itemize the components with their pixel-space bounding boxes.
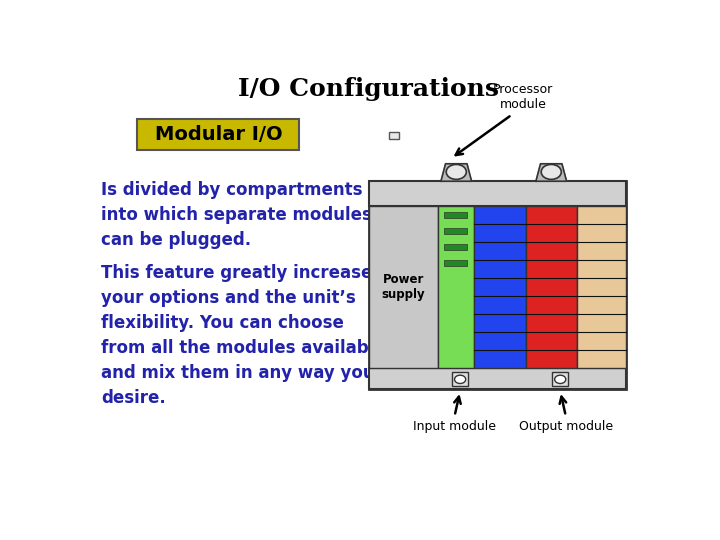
Bar [444, 212, 467, 218]
Text: Modular I/O: Modular I/O [155, 125, 282, 144]
Text: Input module: Input module [413, 420, 496, 433]
Bar [389, 132, 399, 139]
Circle shape [554, 375, 566, 383]
Bar [474, 206, 526, 368]
Polygon shape [536, 164, 567, 181]
Bar [369, 368, 626, 389]
FancyBboxPatch shape [138, 119, 300, 150]
Bar [369, 181, 626, 206]
Circle shape [541, 164, 562, 179]
Text: Output module: Output module [518, 420, 613, 433]
Bar [369, 206, 438, 368]
Bar [369, 181, 626, 389]
Circle shape [454, 375, 466, 383]
Text: I/O Configurations: I/O Configurations [238, 77, 500, 102]
Polygon shape [441, 164, 472, 181]
Bar [552, 373, 568, 386]
Bar [577, 206, 626, 368]
Bar [452, 373, 468, 386]
Bar [526, 206, 577, 368]
Text: Power
supply: Power supply [382, 273, 426, 301]
Bar [444, 260, 467, 266]
Circle shape [446, 164, 467, 179]
Bar [444, 228, 467, 234]
Bar [438, 206, 474, 368]
Text: Is divided by compartments
into which separate modules
can be plugged.: Is divided by compartments into which se… [101, 181, 372, 249]
Text: This feature greatly increases
your options and the unit’s
flexibility. You can : This feature greatly increases your opti… [101, 265, 386, 407]
Text: Processor
module: Processor module [493, 83, 553, 111]
Bar [444, 244, 467, 250]
